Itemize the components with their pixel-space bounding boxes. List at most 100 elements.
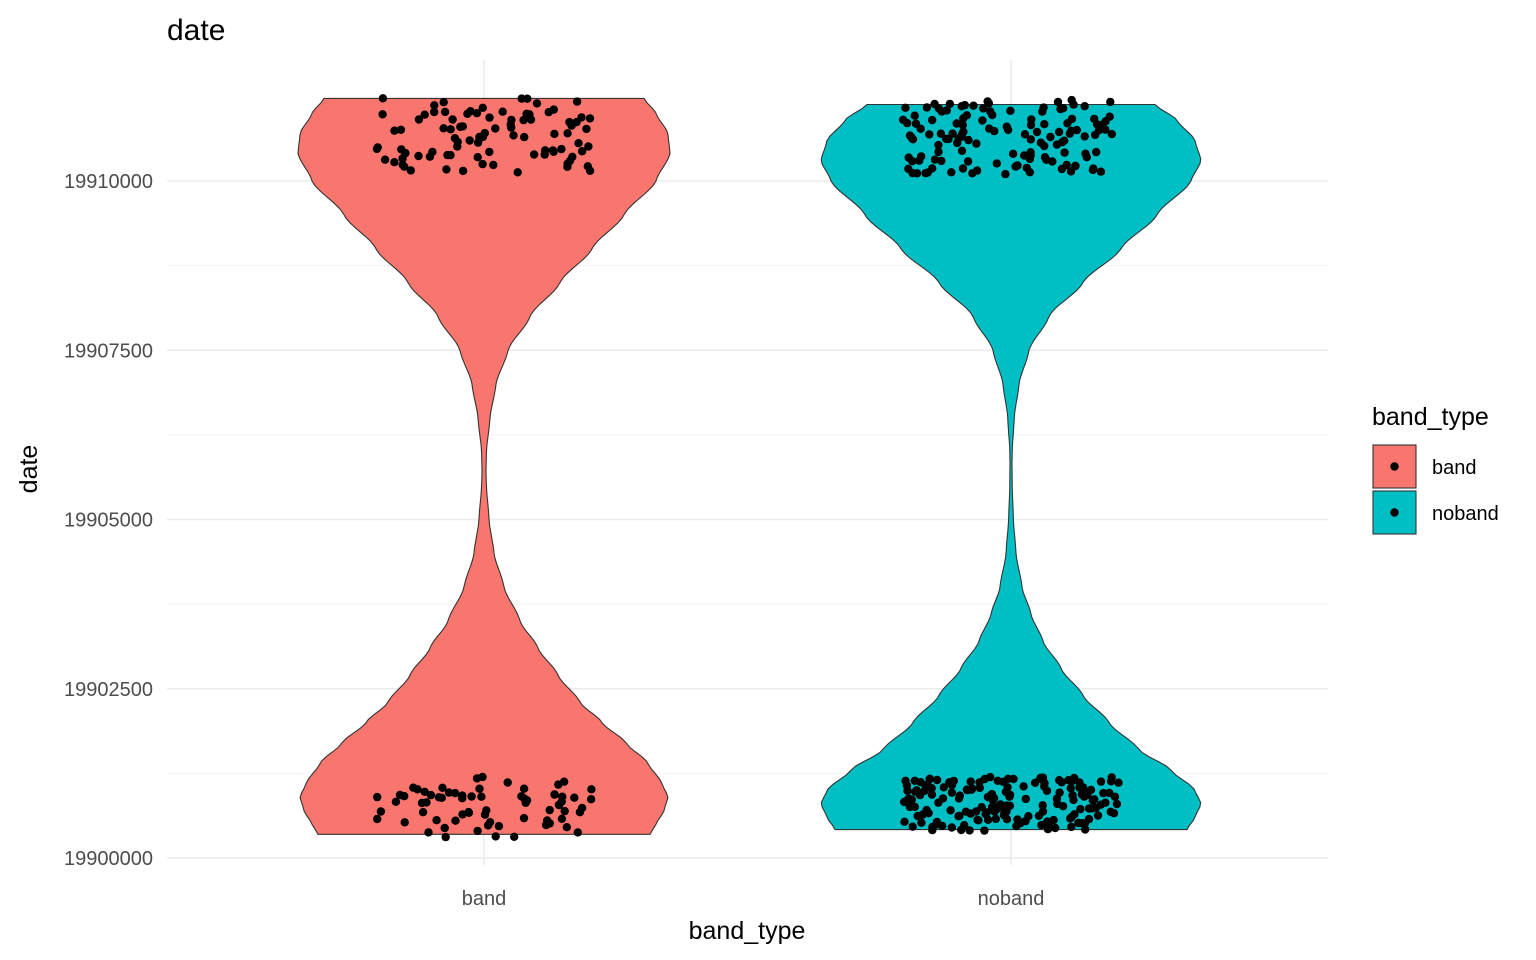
data-point [1082, 153, 1092, 162]
data-point [458, 122, 467, 131]
data-point [1091, 803, 1101, 812]
data-point [491, 124, 500, 133]
data-point [562, 823, 571, 832]
data-point [485, 818, 495, 827]
data-point [1005, 801, 1015, 810]
data-point [585, 114, 595, 123]
data-point [584, 142, 593, 151]
data-point [372, 144, 382, 154]
data-point [1039, 103, 1048, 112]
data-point [1040, 141, 1049, 151]
data-point [900, 817, 909, 826]
data-point [458, 166, 468, 176]
jitter-points [372, 94, 1123, 842]
data-point [1082, 789, 1091, 798]
data-point [480, 128, 489, 138]
legend-key-dot [1390, 462, 1399, 471]
data-point [417, 798, 427, 808]
data-point [1112, 799, 1122, 809]
data-point [563, 129, 572, 138]
data-point [945, 99, 955, 109]
data-point [373, 792, 382, 802]
data-point [373, 814, 382, 824]
data-point [957, 825, 966, 835]
data-point [922, 103, 932, 112]
data-point [485, 147, 494, 157]
data-point [1076, 804, 1085, 814]
data-point [1060, 136, 1069, 145]
x-tick-label: noband [978, 888, 1045, 910]
legend-key-dot [1390, 508, 1399, 517]
data-point [1096, 167, 1106, 176]
data-point [568, 152, 577, 161]
data-point [1042, 786, 1052, 795]
data-point [414, 151, 423, 161]
data-point [928, 115, 937, 125]
data-point [925, 130, 934, 139]
data-point [1034, 811, 1044, 820]
data-point [467, 792, 476, 801]
data-point [1008, 149, 1018, 158]
data-point [464, 808, 474, 817]
data-point [450, 788, 460, 798]
data-point [1109, 809, 1119, 818]
data-point [1009, 774, 1018, 784]
data-point [526, 115, 536, 124]
data-point [1057, 778, 1066, 787]
data-point [406, 166, 415, 175]
data-point [961, 807, 971, 816]
data-point [908, 168, 917, 178]
data-point [986, 107, 995, 116]
data-point [1026, 120, 1036, 130]
data-point [426, 790, 436, 800]
data-point [477, 792, 486, 801]
legend-title: band_type [1372, 403, 1489, 431]
data-point [932, 817, 942, 827]
data-point [482, 806, 491, 815]
data-point [1096, 777, 1106, 786]
data-point [424, 828, 433, 837]
data-point [1006, 106, 1015, 116]
data-point [420, 110, 429, 119]
data-point [545, 819, 554, 828]
data-point [498, 107, 507, 116]
data-point [587, 785, 596, 794]
data-point [1012, 821, 1021, 831]
data-point [509, 131, 518, 140]
data-point [1089, 164, 1098, 173]
data-point [972, 166, 982, 175]
data-point [439, 124, 448, 133]
data-point [1021, 794, 1030, 804]
legend-label-noband: noband [1432, 503, 1499, 525]
data-point [916, 124, 925, 133]
y-tick-label: 19910000 [64, 171, 153, 193]
data-point [1093, 811, 1103, 820]
data-point [440, 823, 449, 833]
data-point [478, 772, 487, 782]
data-point [577, 147, 587, 156]
data-point [1026, 148, 1035, 157]
data-point [1067, 812, 1076, 822]
data-point [968, 784, 977, 793]
data-point [397, 145, 406, 154]
data-point [946, 806, 955, 815]
data-point [908, 822, 917, 831]
data-point [465, 136, 474, 145]
data-point [954, 794, 964, 803]
data-point [958, 164, 968, 173]
data-point [544, 108, 553, 117]
data-point [522, 109, 531, 119]
data-point [942, 106, 951, 115]
y-tick-label: 19900000 [64, 848, 153, 870]
data-point [1024, 812, 1033, 821]
data-point [947, 823, 956, 832]
data-point [557, 797, 566, 806]
data-point [1062, 160, 1071, 170]
data-point [1060, 148, 1069, 157]
data-point [513, 168, 522, 177]
data-point [992, 159, 1001, 168]
data-point [545, 805, 554, 815]
data-point [398, 154, 407, 163]
data-point [932, 775, 942, 785]
data-point [560, 806, 569, 816]
